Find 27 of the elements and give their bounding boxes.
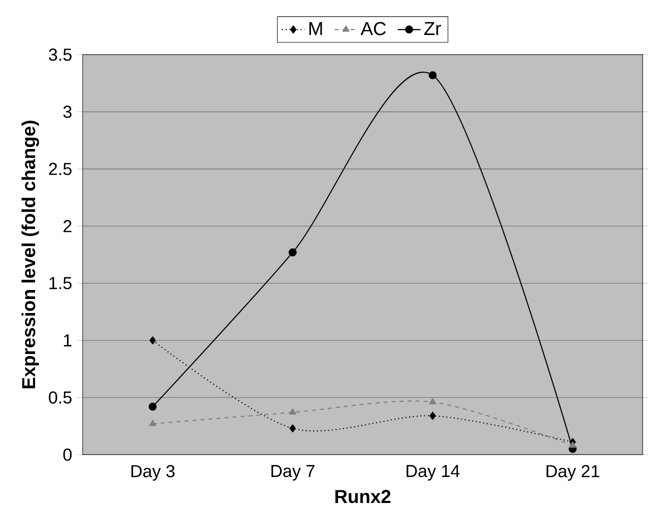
legend-label: AC — [360, 22, 386, 36]
x-tick-label: Day 14 — [406, 465, 460, 481]
y-tick-label: 2 — [64, 220, 72, 232]
point — [290, 424, 296, 432]
y-tick-label: 0.5 — [48, 391, 72, 404]
legend-label: M — [309, 22, 322, 35]
x-tick-label: Day 21 — [546, 465, 600, 481]
point — [429, 398, 436, 404]
point — [569, 442, 576, 448]
x-tick-label: Day 7 — [271, 465, 314, 481]
point — [289, 408, 296, 415]
point — [150, 336, 156, 344]
point — [428, 71, 437, 80]
point — [430, 412, 436, 420]
point — [149, 420, 156, 426]
y-tick-label: 0 — [63, 448, 72, 461]
y-tick-label: 2.5 — [49, 162, 72, 176]
y-tick-label: 3.5 — [48, 48, 72, 61]
point — [288, 248, 297, 256]
point — [148, 402, 157, 411]
y-axis-title: Expression level (fold change) — [22, 120, 40, 388]
x-tick-label: Day 3 — [131, 465, 175, 481]
x-axis-title: Runx2 — [335, 490, 390, 504]
legend-label: Zr — [424, 22, 441, 35]
y-tick-label: 3 — [63, 106, 72, 118]
y-tick-label: 1.5 — [49, 277, 72, 290]
y-tick-label: 1 — [64, 334, 72, 346]
